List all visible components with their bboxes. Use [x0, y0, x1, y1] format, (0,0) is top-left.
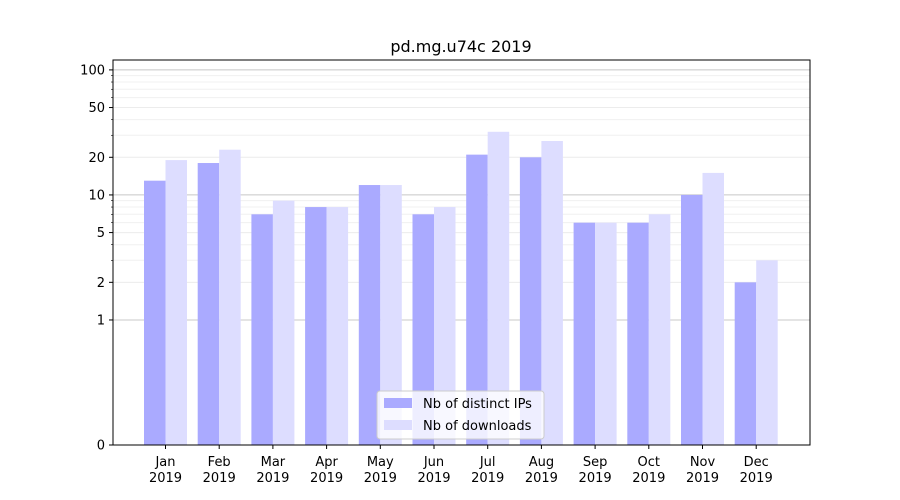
bar-distinct-ips	[573, 222, 596, 445]
x-tick-label-year: 2019	[310, 471, 343, 486]
x-tick-label-month: Jul	[479, 455, 496, 470]
bar-downloads	[326, 207, 349, 445]
x-tick-label-year: 2019	[149, 471, 182, 486]
x-tick-label-year: 2019	[471, 471, 504, 486]
y-tick-label: 2	[97, 276, 105, 291]
bar-distinct-ips	[681, 194, 703, 445]
x-tick-label-month: Aug	[529, 455, 554, 470]
bars	[144, 131, 778, 446]
plot-area-frame	[112, 59, 811, 446]
x-tick-label-month: May	[367, 455, 394, 470]
bar-downloads	[380, 185, 402, 445]
x-tick-label-year: 2019	[417, 471, 450, 486]
x-tick-label-year: 2019	[686, 471, 719, 486]
y-tick-label: 20	[88, 151, 105, 166]
x-tick-label-month: Sep	[583, 455, 608, 470]
y-axis: 0 1 2 5 10 20 50 100	[80, 63, 113, 454]
bar-downloads	[541, 140, 563, 445]
x-tick-label-month: Apr	[315, 455, 338, 470]
x-tick-label-year: 2019	[579, 471, 612, 486]
bar-downloads	[702, 172, 724, 445]
x-tick-label-year: 2019	[256, 471, 289, 486]
x-tick-label-year: 2019	[740, 471, 773, 486]
x-tick-label-year: 2019	[364, 471, 397, 486]
bar-distinct-ips	[466, 154, 488, 446]
legend-label: Nb of distinct IPs	[423, 397, 532, 412]
x-tick-label-month: Feb	[208, 455, 231, 470]
bar-distinct-ips	[734, 282, 757, 445]
x-tick-label-year: 2019	[525, 471, 558, 486]
x-tick-label-year: 2019	[632, 471, 665, 486]
x-tick-label-month: Oct	[638, 455, 660, 470]
chart-title: pd.mg.u74c 2019	[390, 37, 531, 56]
bar-downloads	[487, 131, 510, 445]
legend-label: Nb of downloads	[423, 419, 532, 434]
legend-box	[376, 390, 545, 440]
x-tick-label-month: Dec	[744, 455, 769, 470]
bar-downloads	[434, 207, 456, 445]
bar-downloads	[165, 160, 187, 445]
bar-distinct-ips	[251, 214, 273, 445]
x-tick-label-month: Nov	[690, 455, 716, 470]
bar-downloads	[595, 222, 617, 445]
y-tick-label: 100	[80, 63, 105, 78]
bar-downloads	[648, 214, 671, 445]
bar-distinct-ips	[197, 163, 220, 445]
legend-swatch	[384, 398, 412, 408]
bar-downloads	[756, 260, 778, 445]
bar-distinct-ips	[519, 157, 542, 445]
bar-distinct-ips	[627, 222, 649, 445]
bar-downloads	[219, 149, 241, 446]
bar-distinct-ips	[358, 185, 381, 445]
x-tick-label-year: 2019	[203, 471, 236, 486]
y-tick-label: 10	[88, 188, 105, 203]
legend: Nb of distinct IPs Nb of downloads	[376, 390, 545, 440]
y-tick-label: 50	[88, 101, 105, 116]
y-tick-label: 1	[97, 313, 105, 328]
y-tick-label: 0	[97, 439, 105, 454]
x-tick-label-month: Mar	[261, 455, 286, 470]
bar-downloads	[272, 200, 295, 445]
bar-distinct-ips	[305, 207, 327, 445]
bar-distinct-ips	[412, 214, 434, 445]
y-tick-label: 5	[97, 226, 105, 241]
x-axis: Jan2019Feb2019Mar2019Apr2019May2019Jun20…	[149, 445, 773, 486]
legend-swatch	[384, 420, 412, 430]
x-tick-label-month: Jun	[423, 455, 444, 470]
x-tick-label-month: Jan	[154, 455, 175, 470]
bar-distinct-ips	[144, 180, 166, 445]
